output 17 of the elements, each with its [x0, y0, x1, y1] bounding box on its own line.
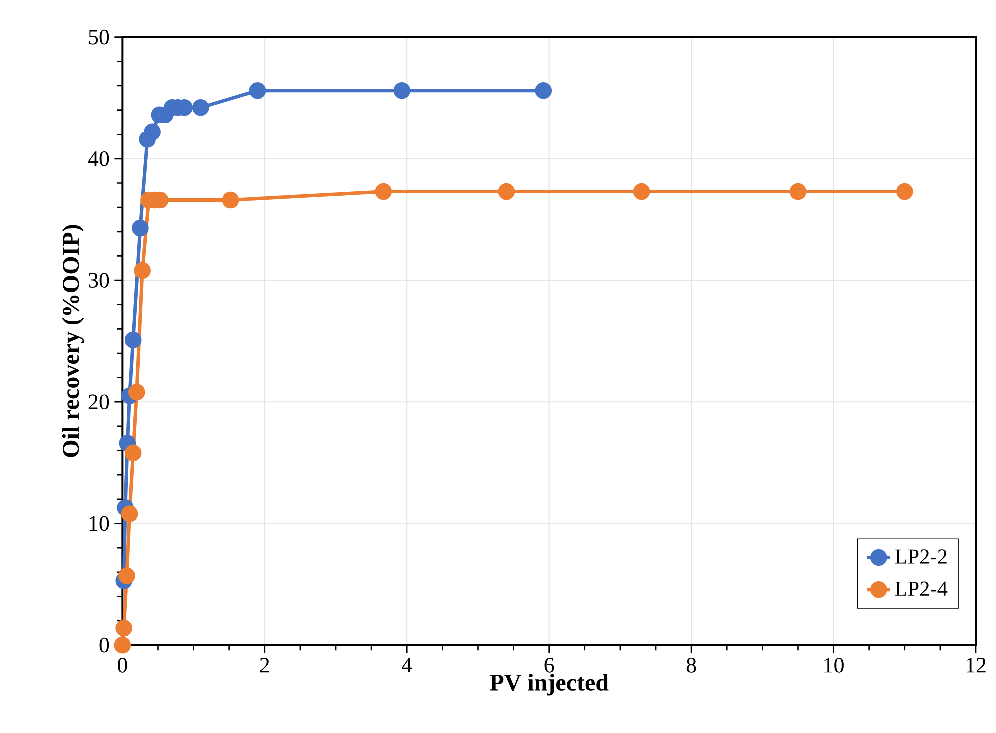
y-tick-label: 10	[90, 516, 110, 531]
y-tick-label: 0	[100, 638, 110, 653]
x-tick-label: 2	[260, 658, 270, 672]
x-tick-label: 10	[824, 658, 844, 673]
y-tick-label: 20	[88, 394, 110, 410]
y-tick-label: 30	[89, 272, 110, 288]
x-tick-label: 8	[686, 658, 696, 673]
y-axis-title: Oil recovery (%OOIP)	[62, 225, 84, 458]
legend-label: LP2-2	[895, 550, 947, 564]
x-axis-title: PV injected	[490, 674, 609, 696]
legend-label: LP2-4	[895, 582, 948, 596]
x-tick-label: 4	[402, 658, 412, 672]
x-tick-label: 0	[118, 658, 128, 673]
y-tick-label: 40	[88, 151, 110, 166]
x-tick-label: 12	[966, 658, 986, 672]
x-tick-label: 6	[544, 658, 554, 673]
y-tick-label: 50	[89, 30, 110, 45]
